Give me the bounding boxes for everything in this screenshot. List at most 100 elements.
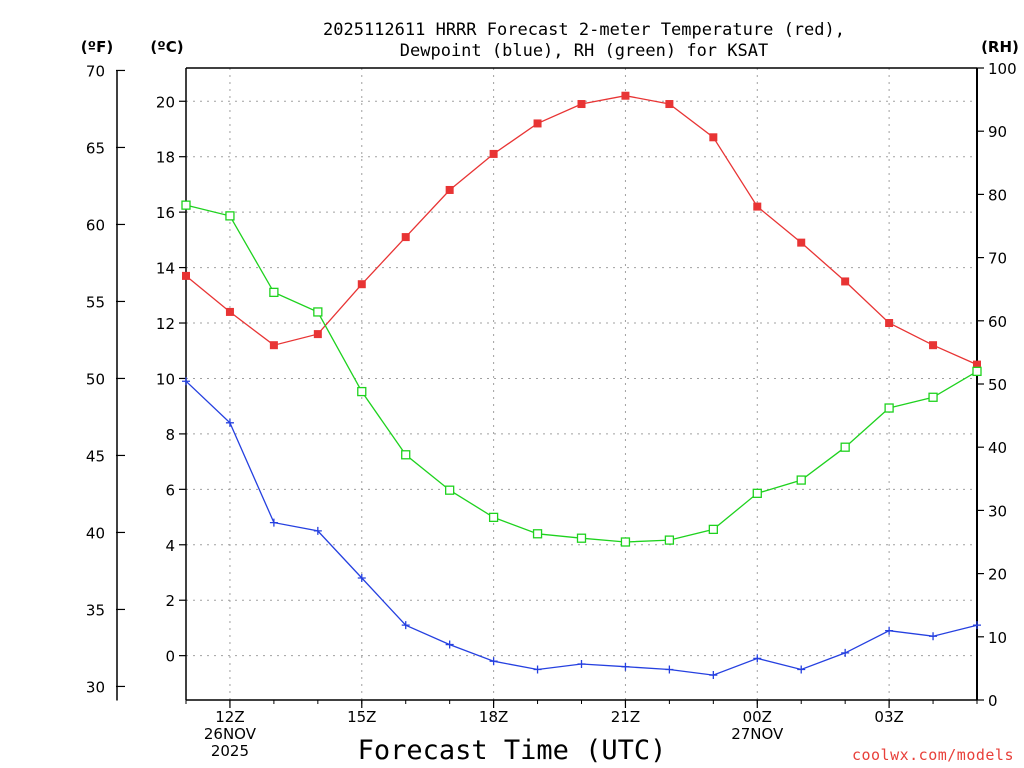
rh-point (884, 403, 894, 413)
rh-tick-label: 10 (988, 629, 1007, 647)
rh-point (840, 442, 850, 452)
celsius-tick-label: 12 (156, 315, 175, 333)
series-dewpoint (182, 377, 981, 680)
celsius-tick-label: 16 (156, 204, 175, 222)
rh-unit-label: (RH) (981, 38, 1019, 56)
temperature-point (225, 307, 234, 316)
rh-point (181, 200, 191, 210)
rh-tick-label: 100 (988, 60, 1017, 78)
rh-point (532, 529, 543, 539)
dewpoint-point (973, 621, 981, 630)
data-series (181, 91, 982, 680)
rh-tick-label: 20 (988, 566, 1007, 584)
temperature-line (185, 95, 978, 366)
x-tick-label: 27NOV (731, 725, 784, 743)
dewpoint-point (797, 665, 806, 674)
fahrenheit-tick-label: 70 (86, 62, 105, 80)
x-tick-label: 26NOV (204, 725, 257, 743)
rh-point (313, 307, 323, 317)
dewpoint-point (709, 671, 718, 680)
rh-point (620, 537, 631, 547)
x-tick-label: 2025 (211, 742, 249, 760)
x-tick-label: 18Z (479, 708, 508, 726)
temperature-point (929, 341, 938, 350)
temperature-point (577, 100, 586, 109)
temperature-point (533, 119, 542, 128)
fahrenheit-unit-label: (ºF) (81, 38, 113, 56)
rh-tick-label: 90 (988, 123, 1007, 141)
celsius-tick-label: 0 (165, 648, 175, 666)
rh-tick-label: 70 (988, 250, 1007, 268)
temperature-point (621, 91, 630, 100)
rh-point (752, 488, 762, 498)
dewpoint-point (753, 654, 762, 663)
celsius-tick-label: 20 (156, 93, 175, 111)
rh-point (972, 366, 982, 377)
fahrenheit-tick-label: 45 (86, 447, 105, 465)
x-tick-label: 12Z (215, 708, 244, 726)
temperature-point (489, 149, 498, 158)
dewpoint-point (313, 526, 322, 535)
rh-tick-label: 50 (988, 376, 1007, 394)
dewpoint-point (621, 662, 630, 671)
temperature-point (182, 271, 190, 280)
dewpoint-point (357, 574, 366, 583)
dewpoint-point (269, 518, 278, 527)
rh-tick-label: 80 (988, 186, 1007, 204)
dewpoint-point (401, 621, 410, 630)
rh-point (445, 485, 455, 495)
dewpoint-point (533, 665, 542, 674)
rh-point (928, 392, 938, 402)
temperature-point (841, 277, 850, 286)
fahrenheit-tick-label: 40 (86, 524, 105, 542)
celsius-tick-label: 18 (156, 149, 175, 167)
rh-tick-label: 0 (988, 692, 998, 710)
dewpoint-point (885, 626, 894, 635)
rh-point (796, 475, 806, 485)
temperature-point (445, 185, 454, 194)
gridlines (186, 68, 977, 700)
temperature-point (753, 202, 762, 211)
credit-text: coolwx.com/models (852, 746, 1014, 764)
fahrenheit-tick-label: 50 (86, 370, 105, 388)
fahrenheit-tick-label: 60 (86, 216, 105, 234)
celsius-tick-label: 4 (165, 537, 175, 555)
x-axis-label: Forecast Time (UTC) (358, 735, 667, 766)
dewpoint-line (185, 380, 978, 676)
rh-point (357, 386, 367, 397)
temperature-point (885, 319, 894, 328)
temperature-point (665, 100, 674, 109)
celsius-tick-label: 10 (156, 370, 175, 388)
fahrenheit-tick-label: 55 (86, 293, 105, 311)
rh-tick-label: 40 (988, 439, 1007, 457)
rh-point (401, 450, 411, 460)
x-tick-label: 15Z (347, 708, 376, 726)
dewpoint-point (182, 377, 190, 386)
x-tick-label: 00Z (743, 708, 772, 726)
dewpoint-point (665, 665, 674, 674)
series-rh (181, 200, 982, 547)
chart-title-line-1: 2025112611 HRRR Forecast 2-meter Tempera… (323, 20, 845, 40)
dewpoint-point (577, 659, 586, 668)
dewpoint-point (489, 657, 498, 666)
dewpoint-point (225, 418, 234, 427)
series-temperature (182, 91, 981, 369)
temperature-point (797, 238, 806, 247)
celsius-tick-label: 14 (156, 260, 175, 278)
rh-point (269, 287, 279, 298)
temperature-point (973, 360, 981, 369)
temperature-point (313, 330, 322, 339)
celsius-tick-label: 2 (165, 592, 175, 610)
rh-point (225, 211, 235, 221)
rh-point (488, 512, 499, 523)
dewpoint-point (445, 640, 454, 649)
celsius-tick-label: 8 (165, 426, 175, 444)
celsius-tick-label: 6 (165, 481, 175, 499)
fahrenheit-tick-label: 30 (86, 678, 105, 696)
fahrenheit-tick-label: 65 (86, 139, 105, 157)
tick-labels: 30 35 40 45 50 55 60 65 70 0 2 4 6 8 10 12 14 16 18 20 0 10 20… (86, 60, 1017, 760)
dewpoint-point (929, 632, 938, 641)
x-tick-label: 21Z (611, 708, 640, 726)
dewpoint-point (841, 648, 850, 657)
